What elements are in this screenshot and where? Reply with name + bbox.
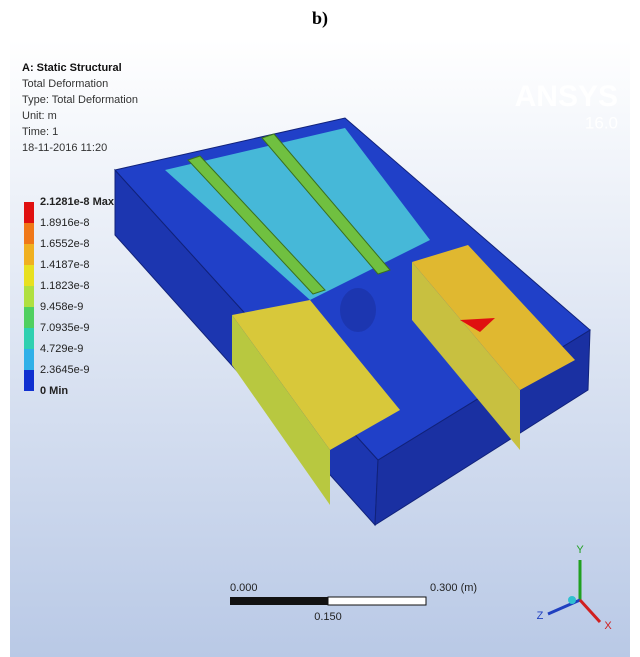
logo-name: ANSYS <box>515 80 618 113</box>
header-line: Unit: m <box>22 110 57 122</box>
header-line: Time: 1 <box>22 126 58 138</box>
legend-label: 1.4187e-8 <box>40 259 90 271</box>
legend-label: 1.6552e-8 <box>40 238 90 250</box>
legend-swatch <box>24 349 34 370</box>
scale-start: 0.000 <box>230 582 258 594</box>
triad-z: Z <box>537 610 544 622</box>
legend-swatch <box>24 202 34 223</box>
logo-version: 16.0 <box>585 113 618 132</box>
legend-label: 4.729e-9 <box>40 343 83 355</box>
header-line: Total Deformation <box>22 78 108 90</box>
legend-swatch <box>24 286 34 307</box>
header-line: 18-11-2016 11:20 <box>22 142 107 154</box>
legend-label: 2.3645e-9 <box>40 364 90 376</box>
legend-swatch <box>24 328 34 349</box>
legend-label: 0 Min <box>40 385 68 397</box>
legend-label: 1.1823e-8 <box>40 280 90 292</box>
scale-end: 0.300 (m) <box>430 582 477 594</box>
scale-segment <box>328 597 426 605</box>
figure-label: b) <box>312 8 328 29</box>
screenshot: b) A: Static Structural Total Deformatio… <box>0 0 640 657</box>
legend-label: 9.458e-9 <box>40 301 83 313</box>
scale-segment <box>230 597 328 605</box>
legend-label: 7.0935e-9 <box>40 322 90 334</box>
legend-label: 2.1281e-8 Max <box>40 196 115 208</box>
legend-swatch <box>24 370 34 391</box>
triad-center <box>568 596 576 604</box>
page: b) A: Static Structural Total Deformatio… <box>0 0 640 657</box>
triad-y: Y <box>576 544 584 556</box>
hole <box>340 288 376 332</box>
header-title: A: Static Structural <box>22 62 122 74</box>
legend-label: 1.8916e-8 <box>40 217 90 229</box>
legend-swatch <box>24 307 34 328</box>
header-line: Type: Total Deformation <box>22 94 138 106</box>
legend-swatch <box>24 244 34 265</box>
legend-swatch <box>24 223 34 244</box>
legend-swatch <box>24 265 34 286</box>
scale-mid: 0.150 <box>314 611 342 623</box>
triad-x: X <box>604 620 612 632</box>
